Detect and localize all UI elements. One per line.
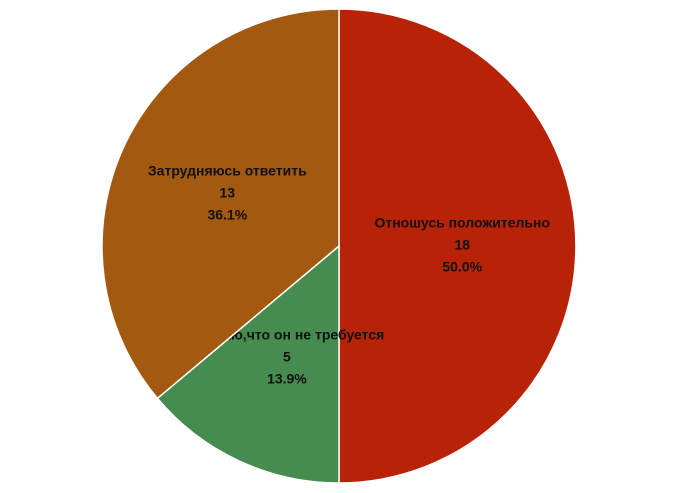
slice-percent-label: 36.1% [207, 207, 247, 223]
slice-value-label: 5 [283, 348, 291, 364]
slice-value-label: 13 [220, 185, 236, 201]
slice-category-label: Отношусь положительно [374, 215, 550, 231]
pie-slice [338, 8, 577, 484]
pie-slice [156, 244, 340, 484]
pie-slice [101, 8, 340, 400]
slice-category-label: Затрудняюсь ответить [148, 163, 307, 179]
slice-value-label: 18 [454, 237, 470, 253]
slice-percent-label: 50.0% [442, 259, 482, 275]
slice-percent-label: 13.9% [267, 370, 307, 386]
